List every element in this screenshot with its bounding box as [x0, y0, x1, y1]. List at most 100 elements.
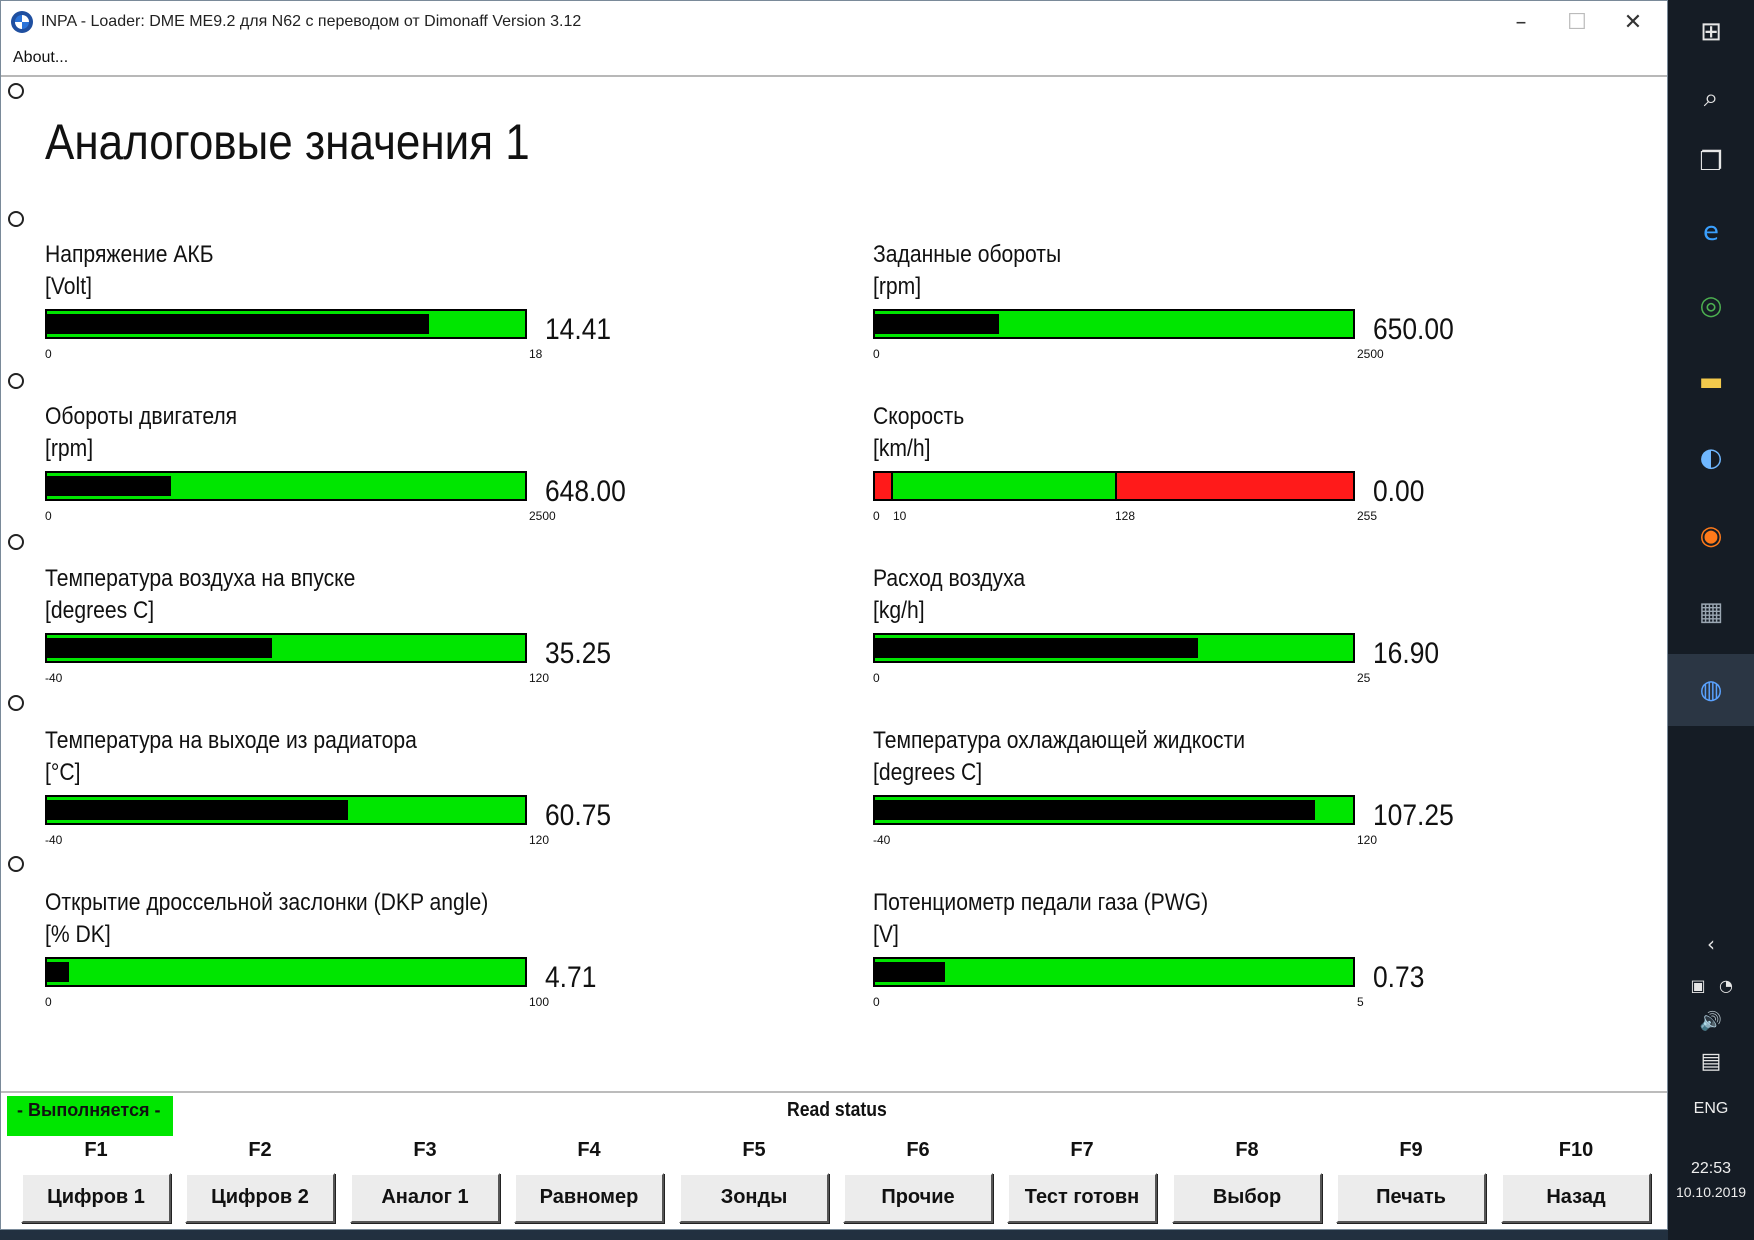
- bmw-inpa-taskbar-icon[interactable]: ◍: [1699, 675, 1723, 705]
- gauge-value: 107.25: [1373, 799, 1454, 832]
- internet-explorer-icon[interactable]: e: [1703, 217, 1719, 247]
- gauge-max: 25: [1357, 671, 1371, 685]
- radio-button[interactable]: [8, 856, 24, 872]
- gauge-unit: [degrees C]: [873, 759, 983, 786]
- language-indicator[interactable]: ENG: [1693, 1100, 1729, 1117]
- gauge-bar: [873, 795, 1355, 825]
- gauge-min: 0: [45, 347, 52, 361]
- radio-button[interactable]: [8, 211, 24, 227]
- gauge-bar-fill: [47, 314, 430, 334]
- gauge-pedal-position: Потенциометр педали газа (PWG) [V] 0.73 …: [873, 889, 1553, 1029]
- gauge-min: 0: [45, 509, 52, 523]
- minimize-icon[interactable]: –: [1515, 10, 1527, 35]
- gauge-unit: [km/h]: [873, 435, 931, 462]
- gauge-unit: [V]: [873, 921, 899, 948]
- thunderbird-icon[interactable]: ◐: [1699, 443, 1723, 473]
- gauge-unit: [% DK]: [45, 921, 111, 948]
- gauge-target-rpm: Заданные обороты [rpm] 650.00 0 2500: [873, 241, 1553, 381]
- clock-date[interactable]: 10.10.2019: [1675, 1184, 1747, 1200]
- gauge-min: 0: [873, 995, 880, 1009]
- running-status-badge: - Выполняется -: [7, 1096, 173, 1136]
- gauge-battery-voltage: Напряжение АКБ [Volt] 14.41 0 18: [45, 241, 725, 381]
- gauge-max: 120: [529, 671, 550, 685]
- gauge-unit: [kg/h]: [873, 597, 925, 624]
- clock-time[interactable]: 22:53: [1690, 1160, 1732, 1177]
- title-bar[interactable]: INPA - Loader: DME ME9.2 для N62 с перев…: [1, 1, 1667, 45]
- gauge-label: Открытие дроссельной заслонки (DKP angle…: [45, 889, 489, 916]
- fkey-label-f8: F8: [1235, 1139, 1259, 1161]
- chrome-icon[interactable]: ◎: [1699, 291, 1723, 321]
- radio-button[interactable]: [8, 695, 24, 711]
- menu-about[interactable]: About...: [13, 49, 69, 66]
- active-app-highlight: [1668, 654, 1754, 726]
- f7-button[interactable]: Тест готовн: [1007, 1173, 1157, 1223]
- menu-bar: About...: [1, 45, 1667, 75]
- f8-button[interactable]: Выбор: [1172, 1173, 1322, 1223]
- taskbar: ⊞ ⌕ ❐ e ◎ ▬ ◐ ◉ ▦ ◍ ‹ ▣ ◔ 🔊 ▤ ENG 22:53 …: [1668, 0, 1754, 1240]
- network-icon[interactable]: ◔: [1719, 976, 1733, 995]
- gauge-max: 18: [529, 347, 543, 361]
- windows-start-icon[interactable]: ⊞: [1700, 17, 1722, 47]
- f6-button[interactable]: Прочие: [843, 1173, 993, 1223]
- gauge-speed: Скорость [km/h] 0.00 0 10 128 255: [873, 403, 1553, 543]
- task-view-icon[interactable]: ❐: [1699, 147, 1723, 177]
- close-icon[interactable]: ✕: [1623, 10, 1643, 35]
- status-strip: - Выполняется - Read status F1 F2 F3 F4 …: [1, 1091, 1667, 1229]
- fkey-label-f10: F10: [1558, 1139, 1594, 1161]
- gauge-max: 2500: [529, 509, 556, 523]
- gauge-bar: [45, 957, 527, 987]
- gauge-radiator-outlet-temp: Температура на выходе из радиатора [°C] …: [45, 727, 725, 867]
- gauge-max: 120: [529, 833, 550, 847]
- fkey-label-f1: F1: [84, 1139, 108, 1161]
- search-icon[interactable]: ⌕: [1703, 83, 1719, 113]
- gauge-air-mass: Расход воздуха [kg/h] 16.90 0 25: [873, 565, 1553, 705]
- fkey-label-f6: F6: [906, 1139, 930, 1161]
- gauge-min: -40: [873, 833, 891, 847]
- fkey-label-f3: F3: [413, 1139, 437, 1161]
- gauge-max: 5: [1357, 995, 1364, 1009]
- gauge-bar-fill: [875, 638, 1199, 658]
- gauge-bar: [873, 471, 1355, 501]
- f2-button[interactable]: Цифров 2: [185, 1173, 335, 1223]
- show-hidden-icons-chevron-icon[interactable]: ‹: [1707, 932, 1715, 956]
- gauge-zone-separator: [1115, 473, 1117, 499]
- fkey-label-f4: F4: [577, 1139, 601, 1161]
- gauge-value: 16.90: [1373, 637, 1440, 670]
- gauge-bar-fill: [47, 476, 172, 496]
- volume-icon[interactable]: 🔊: [1699, 1011, 1723, 1032]
- gauge-bar-fill: [47, 800, 349, 820]
- gauge-max: 2500: [1357, 347, 1384, 361]
- gauge-throttle-angle: Открытие дроссельной заслонки (DKP angle…: [45, 889, 725, 1029]
- gauge-value: 650.00: [1373, 313, 1454, 346]
- gauge-red-zone: [1117, 473, 1353, 499]
- f1-button[interactable]: Цифров 1: [21, 1173, 171, 1223]
- fkey-label-f7: F7: [1070, 1139, 1094, 1161]
- firefox-icon[interactable]: ◉: [1699, 521, 1723, 551]
- gauge-bar: [873, 309, 1355, 339]
- radio-button[interactable]: [8, 534, 24, 550]
- gauge-label: Заданные обороты: [873, 241, 1062, 268]
- f10-button[interactable]: Назад: [1501, 1173, 1651, 1223]
- gauge-unit: [degrees C]: [45, 597, 155, 624]
- f4-button[interactable]: Равномер: [514, 1173, 664, 1223]
- gauge-intake-air-temp: Температура воздуха на впуске [degrees C…: [45, 565, 725, 705]
- tool-app-icon[interactable]: ▦: [1698, 597, 1724, 627]
- radio-button[interactable]: [8, 373, 24, 389]
- f3-button[interactable]: Аналог 1: [350, 1173, 500, 1223]
- gauge-bar: [45, 309, 527, 339]
- file-explorer-icon[interactable]: ▬: [1698, 367, 1724, 397]
- f9-button[interactable]: Печать: [1336, 1173, 1486, 1223]
- gauge-label: Температура воздуха на впуске: [45, 565, 356, 592]
- gauge-bar: [45, 795, 527, 825]
- gauge-red-zone: [875, 473, 891, 499]
- gauge-value: 14.41: [545, 313, 612, 346]
- maximize-icon[interactable]: ☐: [1567, 10, 1587, 35]
- gauge-bar-fill: [47, 962, 70, 982]
- f5-button[interactable]: Зонды: [679, 1173, 829, 1223]
- battery-icon[interactable]: ▣: [1690, 976, 1706, 995]
- gauge-bar-fill: [47, 638, 272, 658]
- notification-icon[interactable]: ▤: [1700, 1049, 1722, 1074]
- radio-button[interactable]: [8, 83, 24, 99]
- gauge-label: Потенциометр педали газа (PWG): [873, 889, 1209, 916]
- gauge-engine-rpm: Обороты двигателя [rpm] 648.00 0 2500: [45, 403, 725, 543]
